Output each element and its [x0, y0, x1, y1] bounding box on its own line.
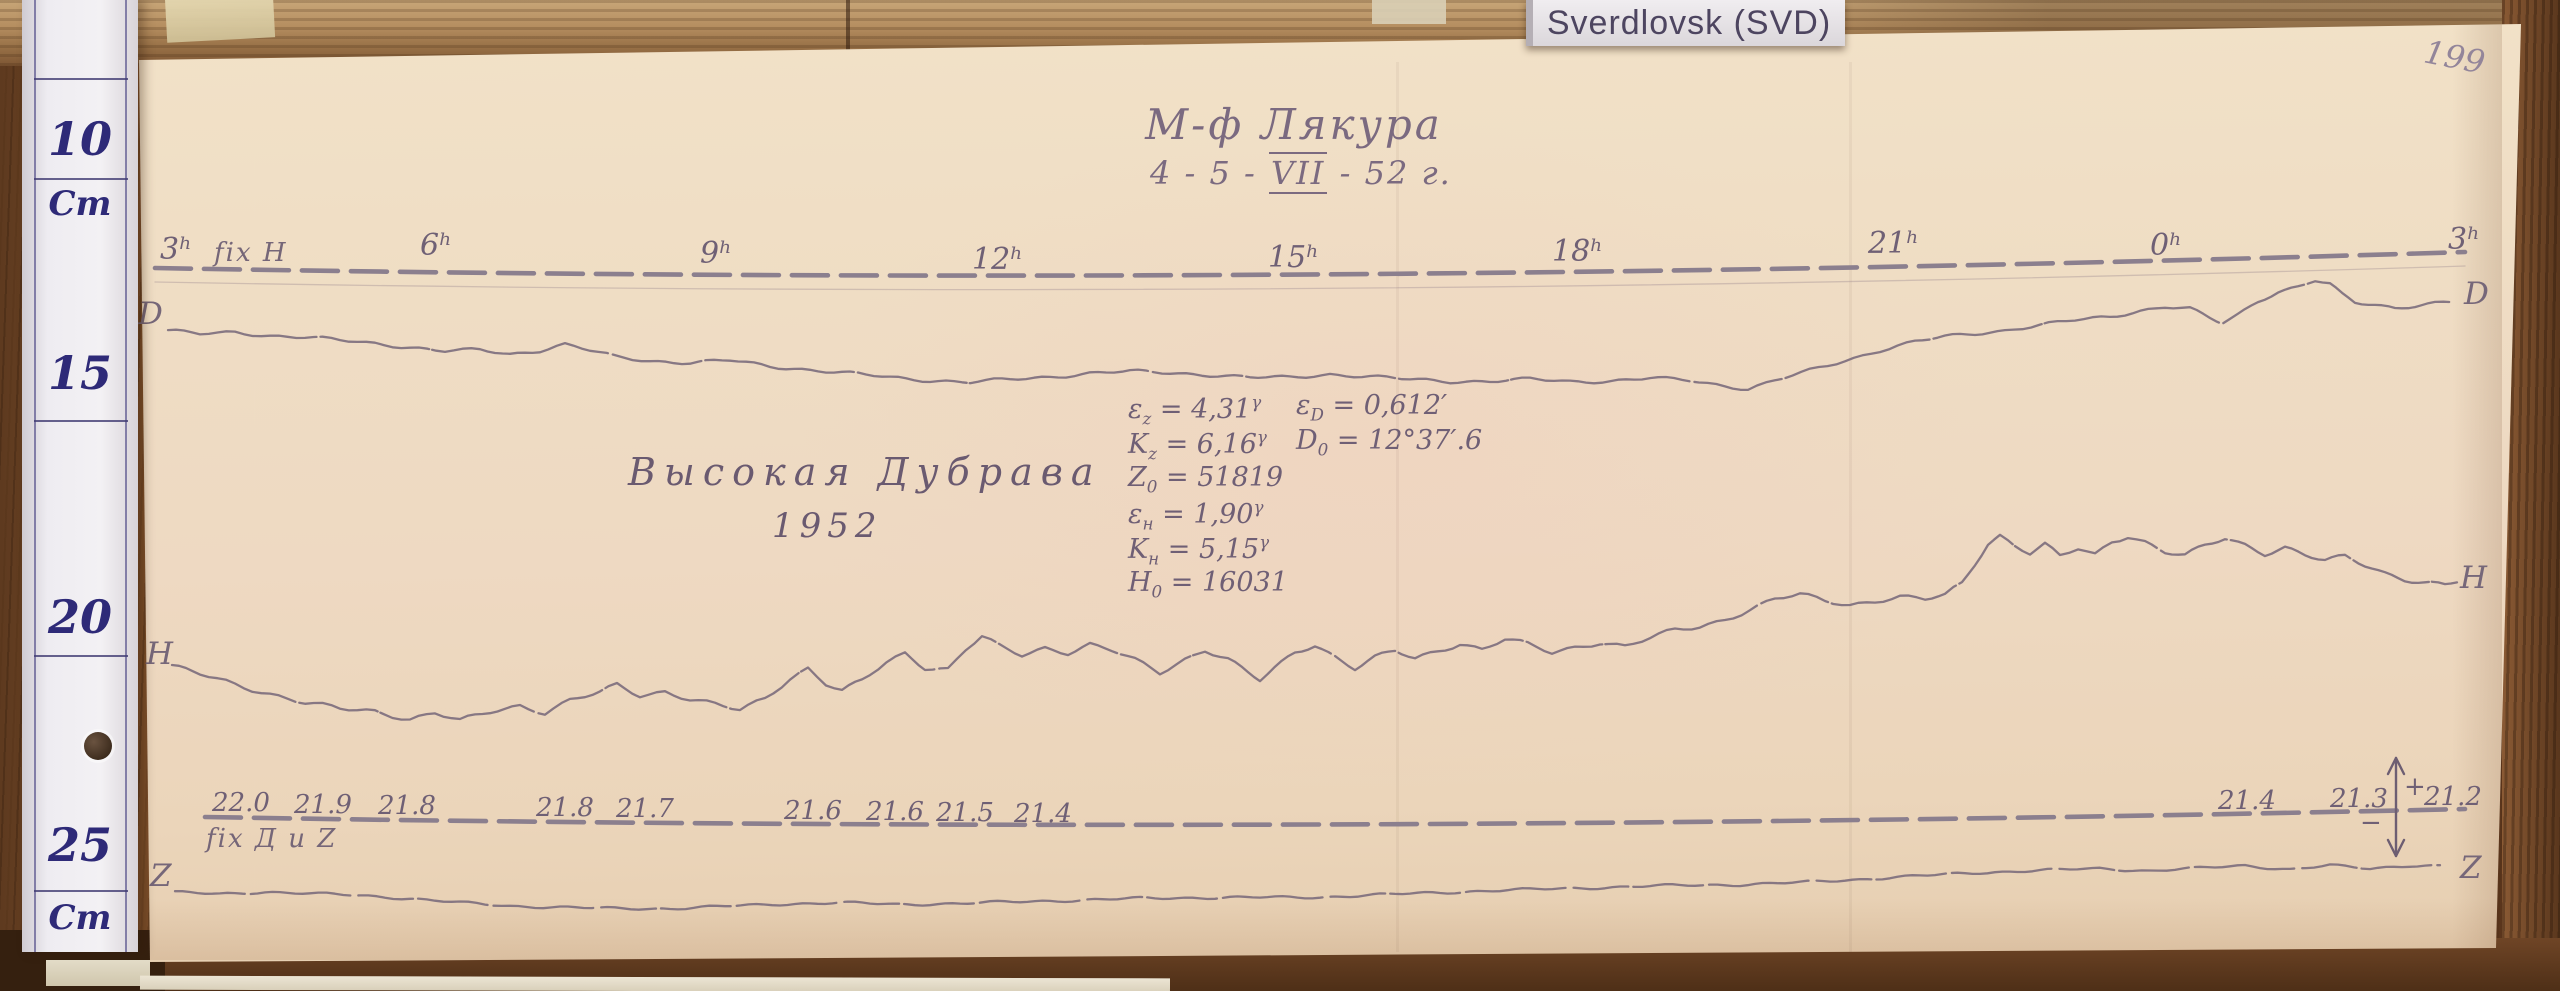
- fix-note-dz: fix Д и Z: [206, 824, 338, 854]
- scale-value-part: = 16031: [1162, 567, 1288, 598]
- scale-value-row: Kz = 6,16γ: [1128, 427, 1267, 464]
- baseline-number: 21.4: [1014, 799, 1072, 829]
- baseline-number: 21.6: [866, 797, 924, 827]
- station-year: 1952: [772, 506, 883, 546]
- scale-value-part: z: [1148, 443, 1157, 464]
- scale-value-row: εн = 1,90γ: [1128, 497, 1264, 534]
- date-line: 4 - 5 - VII - 52 г.: [1150, 152, 1452, 194]
- scale-value-row: εD = 0,612′: [1296, 390, 1447, 424]
- scale-value-row: εz = 4,31γ: [1128, 392, 1262, 429]
- paper-crease: [1396, 62, 1399, 952]
- scale-value-row: Kн = 5,15γ: [1128, 532, 1270, 569]
- baseline-number: 21.5: [936, 798, 994, 828]
- time-tick-label: 3ʰ: [160, 232, 193, 267]
- ruler-segment-line: [34, 178, 128, 180]
- scale-value-part: D: [1296, 425, 1318, 456]
- scale-value-row: D0 = 12°37′.6: [1296, 425, 1482, 459]
- baseline-number: 21.3: [2330, 784, 2388, 814]
- time-tick-label: 0ʰ: [2150, 228, 2183, 263]
- scale-value-row: Z0 = 51819: [1128, 462, 1283, 496]
- date-pre: 4 - 5 -: [1150, 154, 1270, 192]
- ruler-segment-line: [34, 655, 128, 657]
- arrow-plus-sign: +: [2404, 772, 2426, 802]
- scale-value-part: н: [1148, 548, 1160, 569]
- scale-value-part: K: [1128, 429, 1149, 460]
- ruler-number: Cm: [48, 184, 112, 224]
- ruler-number: 10: [47, 112, 112, 166]
- baseline-number: 22.0: [212, 788, 270, 818]
- ruler-segment-line: [34, 420, 128, 422]
- ruler-number: Cm: [48, 898, 112, 938]
- time-tick-label: 9ʰ: [700, 236, 733, 271]
- paper-crease: [1849, 62, 1852, 952]
- baseline-number: 21.7: [616, 794, 674, 824]
- scale-value-part: = 0,612′: [1323, 390, 1448, 421]
- scale-value-part: ε: [1128, 394, 1143, 425]
- trace-label-h: H: [2460, 560, 2488, 596]
- adhesive-tape: [164, 0, 276, 43]
- observatory-name-plate: Sverdlovsk (SVD): [1526, 0, 1845, 46]
- paper-right-shade: [2452, 24, 2502, 954]
- wood-plank-joint: [846, 0, 850, 62]
- scale-value-part: z: [1142, 408, 1152, 429]
- fix-note-h: fix H: [214, 238, 288, 268]
- time-tick-label: 18ʰ: [1552, 234, 1604, 269]
- scale-value-part: 0: [1151, 581, 1163, 602]
- scale-value-row: H0 = 16031: [1128, 567, 1288, 601]
- scale-value-part: 0: [1146, 476, 1158, 497]
- ruler-number: 25: [47, 818, 112, 872]
- ruler-segment-line: [34, 890, 128, 892]
- trace-label-z: Z: [150, 858, 172, 894]
- scale-value-part: 0: [1317, 439, 1329, 460]
- time-tick-label: 12ʰ: [972, 242, 1024, 277]
- baseline-number: 21.9: [294, 790, 352, 820]
- scale-value-part: ε: [1296, 390, 1311, 421]
- baseline-number: 21.8: [536, 793, 594, 823]
- adhesive-tape: [46, 960, 150, 986]
- scale-value-part: D: [1310, 404, 1324, 425]
- trace-label-d: D: [138, 296, 163, 332]
- trace-label-h: H: [146, 636, 174, 672]
- baseline-number: 21.8: [378, 791, 436, 821]
- scale-value-part: = 6,16: [1157, 429, 1257, 460]
- scale-value-part: Z: [1128, 462, 1147, 493]
- scale-value-part: = 1,90: [1153, 499, 1254, 530]
- trace-label-z: Z: [2460, 850, 2482, 886]
- paper-sliver-bottom: [139, 975, 1171, 991]
- ruler-rivet-hole: [84, 732, 112, 760]
- observatory-name: Sverdlovsk (SVD): [1546, 3, 1832, 42]
- folding-ruler: 10 Cm 15 20 25 Cm: [22, 0, 138, 952]
- trace-label-d: D: [2464, 276, 2489, 312]
- ruler-segment-line: [34, 78, 128, 80]
- baseline-number: 21.4: [2218, 786, 2276, 816]
- time-tick-label: 15ʰ: [1268, 240, 1320, 275]
- scale-value-part: = 5,15: [1159, 534, 1260, 565]
- time-tick-label: 3ʰ: [2448, 222, 2481, 257]
- date-roman-numeral: VII: [1269, 152, 1328, 194]
- time-tick-label: 21ʰ: [1868, 226, 1920, 261]
- station-name: Высокая Дубрава: [628, 450, 1102, 494]
- scale-value-part: = 4,31: [1151, 394, 1252, 425]
- adhesive-tape: [1372, 0, 1446, 24]
- scale-value-part: = 51819: [1157, 462, 1284, 493]
- baseline-number: 21.6: [784, 796, 842, 826]
- ruler-number: 20: [47, 590, 112, 644]
- date-post: - 52 г.: [1327, 154, 1452, 192]
- ruler-number: 15: [47, 346, 112, 400]
- time-tick-label: 6ʰ: [420, 228, 453, 263]
- baseline-number: 21.2: [2424, 782, 2482, 812]
- ruler-edge-line: [125, 0, 127, 952]
- scale-value-part: H: [1128, 567, 1152, 598]
- ruler-edge-line: [34, 0, 36, 952]
- scale-value-part: ε: [1128, 499, 1143, 530]
- instrument-title: М-ф Лякура: [1145, 100, 1443, 149]
- scale-value-part: K: [1128, 534, 1149, 565]
- scale-value-part: = 12°37′.6: [1328, 425, 1483, 456]
- scale-value-part: н: [1142, 513, 1154, 534]
- arrow-minus-sign: −: [2360, 808, 2382, 838]
- page-number: 199: [2420, 32, 2489, 82]
